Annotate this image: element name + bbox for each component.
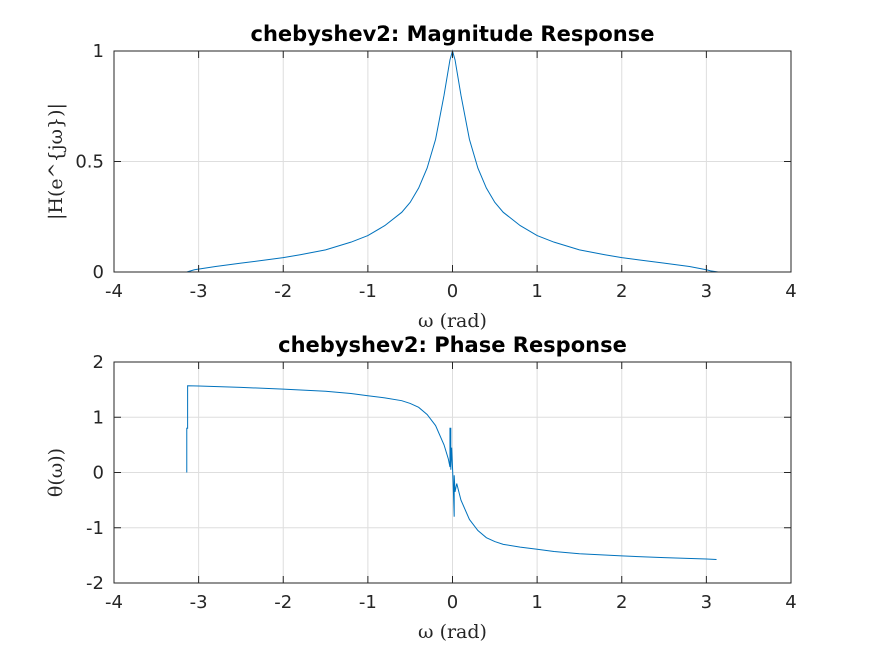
magnitude-x-tick-label: 4 xyxy=(785,281,796,302)
phase-x-tick-label: -1 xyxy=(359,592,377,613)
magnitude-y-axis-label: |H(e^{jω})| xyxy=(45,103,67,220)
magnitude-plot: -4 -3 -2 -1 0 1 2 3 4 0 0.5 1 chebyshev2: Magnitude… xyxy=(45,22,797,332)
phase-y-tick-label: -1 xyxy=(86,518,104,539)
magnitude-x-tick-label: -2 xyxy=(274,281,292,302)
magnitude-x-tick-label: 1 xyxy=(531,281,542,302)
magnitude-ticks: -4 -3 -2 -1 0 1 2 3 4 0 0.5 1 xyxy=(75,41,796,302)
magnitude-series-line xyxy=(186,49,719,273)
magnitude-grid xyxy=(113,50,792,273)
magnitude-y-tick-label: 0 xyxy=(93,262,104,283)
magnitude-curve-layer xyxy=(186,49,719,273)
magnitude-x-tick-label: -4 xyxy=(105,281,123,302)
phase-x-axis-label: ω (rad) xyxy=(418,621,487,643)
phase-x-tick-label: 0 xyxy=(447,592,458,613)
magnitude-x-axis-label: ω (rad) xyxy=(418,310,487,332)
magnitude-y-tick-label: 1 xyxy=(93,41,104,62)
phase-plot: -4 -3 -2 -1 0 1 2 3 4 -2 -1 0 1 2 chebyshev2: Phase R… xyxy=(45,333,797,643)
magnitude-x-tick-label: 0 xyxy=(447,281,458,302)
phase-x-tick-label: 2 xyxy=(616,592,627,613)
phase-series-line xyxy=(186,385,717,561)
phase-x-tick-label: -4 xyxy=(105,592,123,613)
magnitude-x-tick-label: -3 xyxy=(190,281,208,302)
phase-x-tick-label: -3 xyxy=(190,592,208,613)
phase-ticks: -4 -3 -2 -1 0 1 2 3 4 -2 -1 0 1 2 xyxy=(86,352,797,613)
phase-y-tick-label: 0 xyxy=(93,463,104,484)
magnitude-x-tick-label: 2 xyxy=(616,281,627,302)
phase-x-tick-label: -2 xyxy=(274,592,292,613)
phase-title: chebyshev2: Phase Response xyxy=(278,333,627,357)
magnitude-x-tick-label: 3 xyxy=(701,281,712,302)
magnitude-title: chebyshev2: Magnitude Response xyxy=(251,22,655,46)
phase-y-tick-label: 1 xyxy=(93,407,104,428)
phase-x-tick-label: 1 xyxy=(531,592,542,613)
magnitude-x-tick-label: -1 xyxy=(359,281,377,302)
phase-x-tick-label: 4 xyxy=(785,592,796,613)
magnitude-y-tick-label: 0.5 xyxy=(75,152,104,173)
phase-x-tick-label: 3 xyxy=(701,592,712,613)
phase-curve-layer xyxy=(186,385,717,561)
phase-y-tick-label: 2 xyxy=(93,352,104,373)
phase-y-tick-label: -2 xyxy=(86,573,104,594)
phase-y-axis-label: θ(ω)) xyxy=(45,448,67,497)
